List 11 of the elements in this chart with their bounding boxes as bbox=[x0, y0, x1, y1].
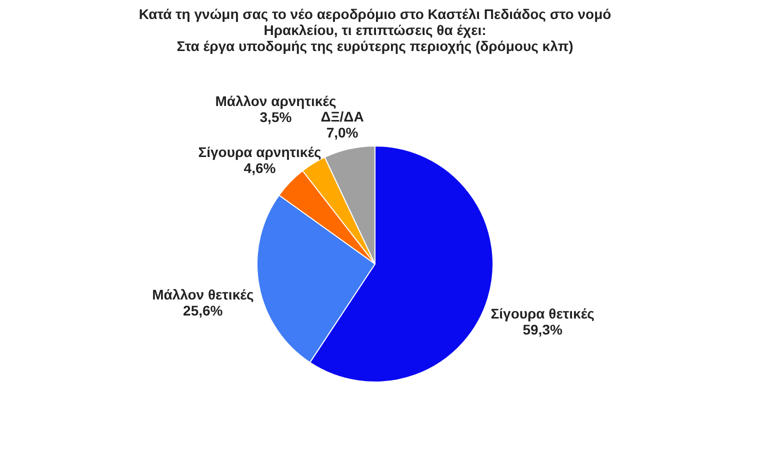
data-label: 59,3% bbox=[522, 321, 563, 338]
slice-label: Σίγουρα θετικές bbox=[490, 305, 594, 322]
data-label: 7,0% bbox=[326, 124, 359, 141]
data-label: 4,6% bbox=[244, 160, 276, 176]
data-label: 25,6% bbox=[183, 302, 224, 319]
chart-title: Κατά τη γνώμη σας το νέο αεροδρόμιο στο Καστέλι Πεδιάδος στο νομό Ηρακλείου, τι επιπτώσεις θα έχει: Στα έργα υποδομής της ευρύτερης περιοχής (δρόμους κλπ) bbox=[138, 6, 612, 54]
slice-label: Μάλλον θετικές bbox=[152, 286, 254, 303]
slice-label: ΔΞ/ΔΑ bbox=[320, 108, 364, 125]
data-label: 3,5% bbox=[260, 109, 292, 125]
slice-label: Σίγουρα αρνητικές bbox=[198, 144, 322, 160]
slice-label: Μάλλον αρνητικές bbox=[215, 93, 336, 109]
